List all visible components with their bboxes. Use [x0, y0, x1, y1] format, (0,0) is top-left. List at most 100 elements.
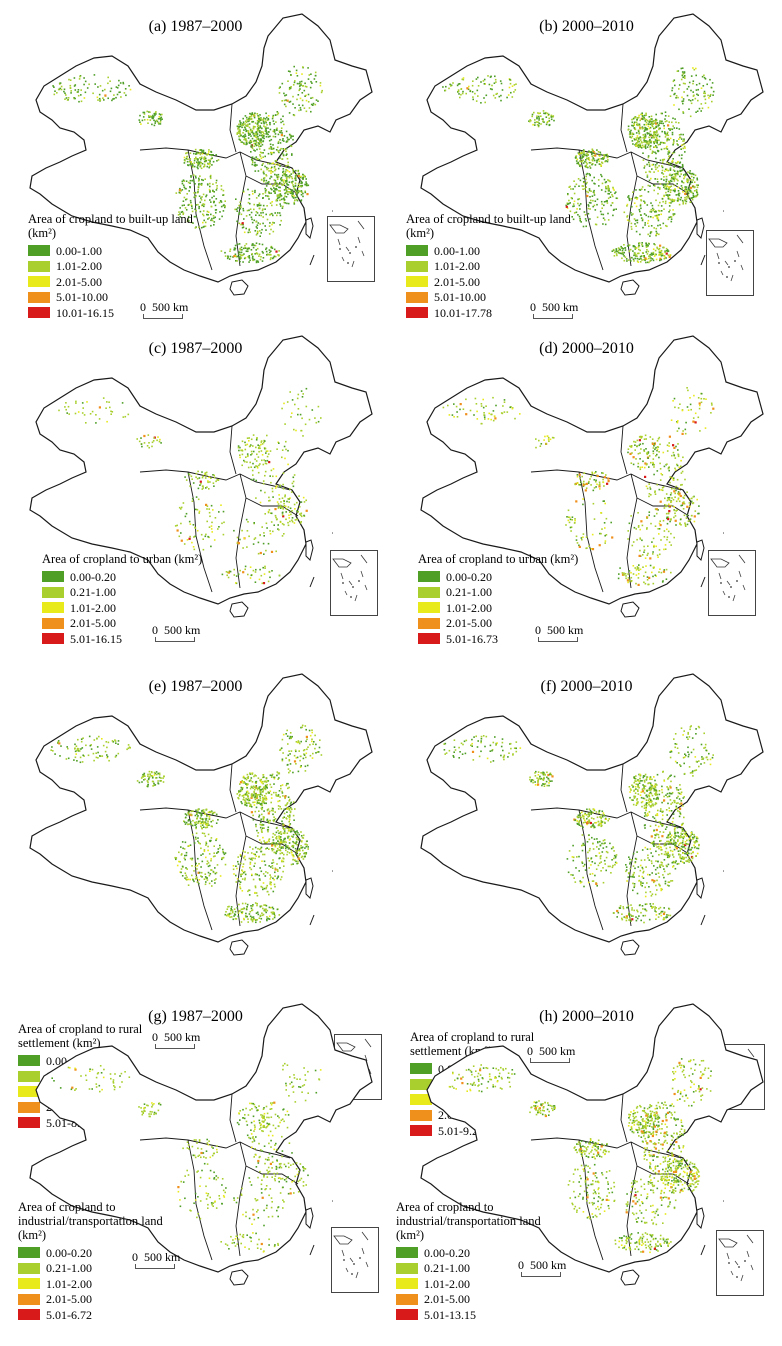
conversion-cell: [656, 217, 659, 220]
conversion-cell: [210, 213, 212, 216]
conversion-cell: [261, 250, 264, 253]
conversion-cell: [678, 466, 680, 469]
conversion-cell: [248, 857, 251, 860]
conversion-cell: [586, 155, 588, 157]
conversion-cell: [159, 123, 162, 125]
conversion-cell: [589, 478, 591, 480]
conversion-cell: [258, 148, 261, 150]
conversion-cell: [300, 80, 303, 83]
conversion-cell: [206, 508, 208, 510]
conversion-cell: [276, 518, 278, 520]
conversion-cell: [582, 503, 584, 506]
conversion-cell: [206, 520, 208, 523]
conversion-cell: [591, 533, 594, 536]
conversion-cell: [241, 249, 243, 251]
conversion-cell: [641, 435, 643, 438]
conversion-cell: [290, 173, 293, 175]
conversion-cell: [666, 161, 669, 164]
conversion-cell: [251, 244, 253, 247]
conversion-cell: [632, 133, 635, 135]
conversion-cell: [282, 847, 284, 849]
conversion-cell: [653, 146, 655, 148]
conversion-cell: [650, 209, 653, 211]
conversion-cell: [259, 223, 261, 225]
conversion-cell: [259, 879, 261, 881]
conversion-cell: [210, 477, 212, 479]
conversion-cell: [284, 171, 287, 173]
conversion-cell: [648, 136, 650, 139]
conversion-cell: [653, 171, 655, 173]
legend: Area of cropland to urban (km²) 0.00-0.2…: [42, 552, 217, 647]
conversion-cell: [642, 226, 644, 229]
conversion-cell: [579, 477, 581, 480]
conversion-cell: [638, 138, 640, 140]
conversion-cell: [302, 749, 305, 752]
conversion-cell: [673, 184, 676, 187]
conversion-cell: [641, 126, 644, 128]
conversion-cell: [672, 158, 674, 160]
conversion-cell: [229, 248, 232, 251]
conversion-cell: [215, 211, 217, 214]
conversion-cell: [236, 260, 238, 262]
conversion-dots: [442, 67, 715, 264]
conversion-cell: [191, 824, 194, 827]
conversion-cell: [674, 519, 677, 522]
conversion-cell: [692, 67, 694, 69]
conversion-cell: [212, 811, 215, 814]
conversion-cell: [276, 877, 278, 880]
conversion-cell: [106, 420, 108, 423]
conversion-cell: [295, 750, 297, 753]
conversion-cell: [256, 133, 259, 135]
conversion-cell: [260, 145, 262, 147]
conversion-cell: [709, 93, 712, 96]
conversion-cell: [582, 181, 585, 183]
conversion-cell: [666, 522, 669, 525]
conversion-cell: [471, 84, 474, 87]
conversion-cell: [302, 858, 305, 860]
conversion-cell: [655, 230, 658, 233]
conversion-cell: [307, 93, 310, 96]
conversion-cell: [242, 775, 245, 778]
conversion-cell: [294, 107, 296, 109]
conversion-cell: [647, 184, 650, 187]
conversion-cell: [106, 755, 109, 758]
conversion-cell: [310, 80, 312, 83]
panel-label: (b): [539, 18, 558, 35]
conversion-cell: [658, 247, 661, 250]
conversion-cell: [281, 497, 284, 499]
conversion-cell: [500, 82, 503, 85]
conversion-cell: [627, 530, 629, 532]
conversion-cell: [633, 127, 636, 129]
conversion-cell: [260, 157, 263, 160]
conversion-cell: [237, 207, 239, 209]
conversion-cell: [667, 518, 670, 521]
conversion-cell: [646, 176, 649, 178]
conversion-cell: [633, 122, 635, 125]
island-taiwan: [305, 539, 314, 561]
conversion-cell: [645, 244, 648, 247]
conversion-cell: [629, 445, 631, 447]
conversion-cell: [668, 503, 670, 506]
conversion-cell: [644, 147, 647, 150]
conversion-cell: [651, 125, 654, 128]
conversion-cell: [654, 151, 656, 154]
conversion-cell: [225, 571, 228, 573]
conversion-cell: [194, 535, 196, 538]
conversion-cell: [674, 162, 677, 164]
conversion-cell: [194, 148, 197, 151]
conversion-cell: [691, 99, 694, 101]
conversion-cell: [245, 801, 247, 804]
conversion-cell: [653, 544, 655, 547]
conversion-cell: [630, 214, 633, 216]
conversion-cell: [668, 181, 671, 184]
conversion-cell: [582, 483, 585, 487]
conversion-cell: [693, 520, 696, 523]
conversion-cell: [263, 135, 265, 137]
conversion-cell: [668, 510, 671, 513]
conversion-cell: [249, 566, 252, 568]
conversion-cell: [587, 158, 590, 160]
conversion-cell: [292, 170, 295, 172]
conversion-cell: [98, 93, 101, 96]
conversion-cell: [588, 545, 590, 547]
conversion-cell: [649, 256, 651, 258]
